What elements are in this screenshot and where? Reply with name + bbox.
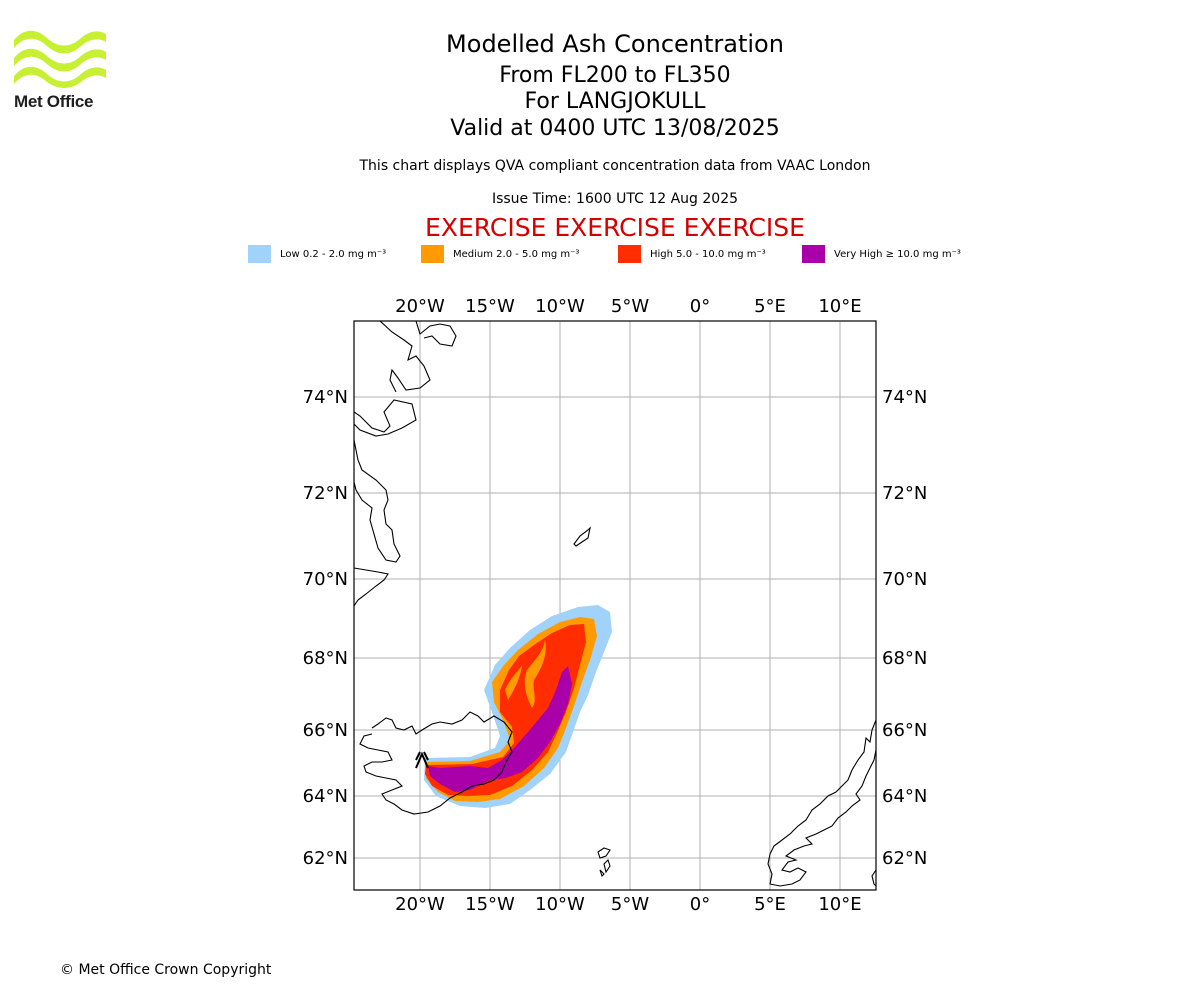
- legend-label-medium: Medium 2.0 - 5.0 mg m⁻³: [453, 248, 580, 260]
- lon-label: 0°: [690, 296, 710, 317]
- lon-label: 5°E: [754, 894, 786, 915]
- faroe-islands: [597, 847, 611, 878]
- copyright-notice: © Met Office Crown Copyright: [60, 962, 272, 978]
- iceland-coast: [359, 711, 513, 815]
- norway-coast: [767, 719, 876, 887]
- legend-swatch-low: [248, 245, 271, 263]
- lat-label: 64°N: [882, 786, 927, 807]
- lat-label: 70°N: [303, 569, 348, 590]
- legend-label-high: High 5.0 - 10.0 mg m⁻³: [650, 248, 766, 260]
- volcano-name: For LANGJOKULL: [524, 89, 706, 114]
- lon-label: 15°W: [465, 894, 515, 915]
- legend-label-low: Low 0.2 - 2.0 mg m⁻³: [280, 248, 387, 260]
- issue-time: Issue Time: 1600 UTC 12 Aug 2025: [491, 191, 739, 207]
- lat-label: 72°N: [882, 483, 927, 504]
- map-frame: [353, 320, 877, 891]
- ash-high-pocket-2: [505, 665, 522, 700]
- lon-label: 5°W: [611, 296, 649, 317]
- concentration-legend: Low 0.2 - 2.0 mg m⁻³ Medium 2.0 - 5.0 mg…: [0, 244, 1200, 264]
- ash-high-area: [425, 624, 586, 796]
- legend-swatch-very-high: [802, 245, 825, 263]
- lon-label: 15°W: [465, 296, 515, 317]
- lat-label: 66°N: [303, 720, 348, 741]
- lat-label: 70°N: [882, 569, 927, 590]
- latitude-labels-right: 74°N 72°N 70°N 68°N 66°N 64°N 62°N: [882, 387, 927, 869]
- ash-high-pocket: [524, 640, 546, 708]
- longitude-labels-top: 20°W 15°W 10°W 5°W 0° 5°E 10°E: [395, 296, 861, 317]
- lon-label: 20°W: [395, 296, 445, 317]
- lon-label: 5°W: [611, 894, 649, 915]
- greenland-coast: [354, 399, 417, 437]
- exercise-banner: EXERCISE EXERCISE EXERCISE: [425, 213, 805, 242]
- chart-title: Modelled Ash Concentration: [446, 30, 784, 58]
- lon-label: 5°E: [754, 296, 786, 317]
- greenland-fjords-top: [415, 321, 457, 347]
- logo-text: Met Office: [14, 92, 94, 111]
- legend-item-medium: Medium 2.0 - 5.0 mg m⁻³: [421, 244, 579, 264]
- lat-label: 62°N: [303, 848, 348, 869]
- met-office-logo: Met Office: [14, 30, 109, 112]
- lon-label: 10°W: [535, 296, 585, 317]
- coastlines: [354, 321, 876, 887]
- jan-mayen: [573, 526, 591, 547]
- legend-item-low: Low 0.2 - 2.0 mg m⁻³: [248, 244, 386, 264]
- volcano-marker: [415, 751, 429, 769]
- greenland-coast-north: [379, 321, 431, 393]
- lon-label: 10°E: [818, 296, 861, 317]
- greenland-coast-mid: [354, 439, 401, 563]
- valid-time: Valid at 0400 UTC 13/08/2025: [450, 116, 780, 141]
- greenland-coast-south: [354, 567, 389, 607]
- lat-label: 68°N: [882, 648, 927, 669]
- ash-plume: [424, 605, 612, 808]
- latitude-labels-left: 74°N 72°N 70°N 68°N 66°N 64°N 62°N: [303, 387, 348, 869]
- lat-label: 68°N: [303, 648, 348, 669]
- lon-label: 20°W: [395, 894, 445, 915]
- legend-item-very-high: Very High ≥ 10.0 mg m⁻³: [802, 244, 961, 264]
- chart-description: This chart displays QVA compliant concen…: [359, 158, 871, 174]
- longitude-labels-bottom: 20°W 15°W 10°W 5°W 0° 5°E 10°E: [395, 894, 861, 915]
- norway-coast-south: [871, 869, 876, 887]
- lon-label: 10°E: [818, 894, 861, 915]
- lat-label: 66°N: [882, 720, 927, 741]
- lat-label: 74°N: [303, 387, 348, 408]
- flight-level-range: From FL200 to FL350: [499, 63, 731, 88]
- legend-swatch-medium: [421, 245, 444, 263]
- lat-label: 74°N: [882, 387, 927, 408]
- legend-swatch-high: [618, 245, 641, 263]
- map-gridlines: [354, 321, 876, 890]
- lon-label: 10°W: [535, 894, 585, 915]
- lon-label: 0°: [690, 894, 710, 915]
- legend-item-high: High 5.0 - 10.0 mg m⁻³: [618, 244, 766, 264]
- lat-label: 62°N: [882, 848, 927, 869]
- legend-label-very-high: Very High ≥ 10.0 mg m⁻³: [834, 248, 961, 260]
- ash-very-high-area: [428, 666, 572, 792]
- lat-label: 64°N: [303, 786, 348, 807]
- lat-label: 72°N: [303, 483, 348, 504]
- met-office-waves-icon: [14, 30, 106, 88]
